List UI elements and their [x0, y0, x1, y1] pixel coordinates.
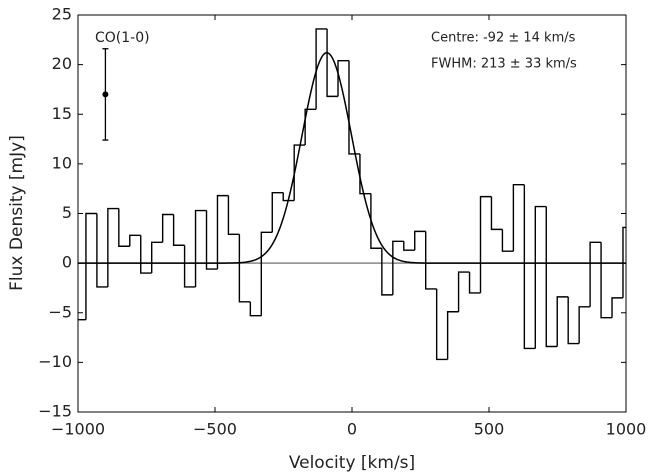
- x-tick-label: −1000: [51, 420, 105, 439]
- step-bin: [249, 301, 262, 317]
- step-bin: [205, 210, 218, 270]
- x-tick-label: 500: [474, 420, 505, 439]
- step-bin: [172, 214, 185, 246]
- step-bin: [414, 230, 426, 251]
- x-axis-label: Velocity [km/s]: [289, 453, 415, 473]
- step-bin: [118, 208, 130, 247]
- step-bin: [392, 240, 404, 295]
- step-bin: [501, 229, 514, 252]
- step-bin: [512, 184, 525, 252]
- step-bin: [523, 184, 536, 350]
- y-tick-label: 0: [62, 253, 72, 272]
- step-bin: [96, 213, 108, 288]
- step-bin: [161, 213, 174, 243]
- step-bin: [457, 271, 470, 312]
- step-bin: [567, 296, 580, 345]
- x-tick-label: −500: [193, 420, 237, 439]
- step-bin: [293, 144, 306, 201]
- step-bin: [479, 195, 492, 293]
- step-bin: [611, 297, 623, 318]
- y-tick-label: 15: [52, 104, 72, 123]
- step-bin: [348, 60, 360, 155]
- gaussian-fit: [78, 52, 626, 264]
- plot-frame: [77, 14, 627, 413]
- step-bin: [589, 241, 602, 307]
- step-bin: [85, 212, 97, 320]
- step-bin: [129, 234, 141, 247]
- y-tick-label: 25: [52, 5, 72, 24]
- step-bin: [315, 28, 328, 110]
- x-tick-label: 0: [347, 420, 357, 439]
- step-bin: [468, 272, 481, 294]
- step-bin: [381, 248, 393, 296]
- step-bin: [107, 207, 119, 287]
- line-label: CO(1-0): [95, 30, 150, 46]
- step-bin: [490, 196, 503, 231]
- error-point: [102, 91, 109, 98]
- step-bin: [227, 195, 240, 236]
- step-bin: [337, 59, 349, 97]
- step-bin: [238, 234, 251, 303]
- y-axis-label: Flux Density [mJy]: [7, 135, 27, 291]
- y-tick-label: 10: [52, 153, 72, 172]
- step-bin: [326, 28, 339, 98]
- step-bin: [622, 226, 626, 298]
- step-bin: [425, 231, 437, 290]
- step-bin: [194, 209, 207, 287]
- step-bin: [183, 245, 196, 288]
- y-tick-label: −5: [48, 302, 72, 321]
- step-bin: [403, 241, 415, 251]
- step-bin: [151, 241, 163, 274]
- step-bin: [578, 306, 591, 344]
- step-bin: [140, 235, 152, 274]
- step-bin: [271, 191, 284, 233]
- step-bin: [600, 242, 613, 319]
- y-tick-label: 5: [62, 203, 72, 222]
- annotation: FWHM: 213 ± 33 km/s: [431, 57, 577, 72]
- step-bin: [534, 205, 547, 349]
- y-tick-label: 20: [52, 54, 72, 73]
- step-bin: [370, 193, 382, 249]
- step-bin: [304, 108, 317, 146]
- step-bin: [545, 206, 558, 348]
- step-bin: [435, 288, 448, 361]
- step-bin: [359, 153, 371, 195]
- y-tick-label: −10: [38, 352, 72, 371]
- step-bin: [556, 296, 569, 347]
- step-bin: [216, 194, 229, 270]
- y-tick-label: −15: [38, 402, 72, 421]
- step-bin: [260, 231, 273, 316]
- x-tick-label: 1000: [606, 420, 647, 439]
- annotation: Centre: -92 ± 14 km/s: [431, 31, 576, 46]
- step-bin: [446, 311, 459, 360]
- plot-area: [78, 28, 626, 361]
- step-bin: [282, 192, 295, 202]
